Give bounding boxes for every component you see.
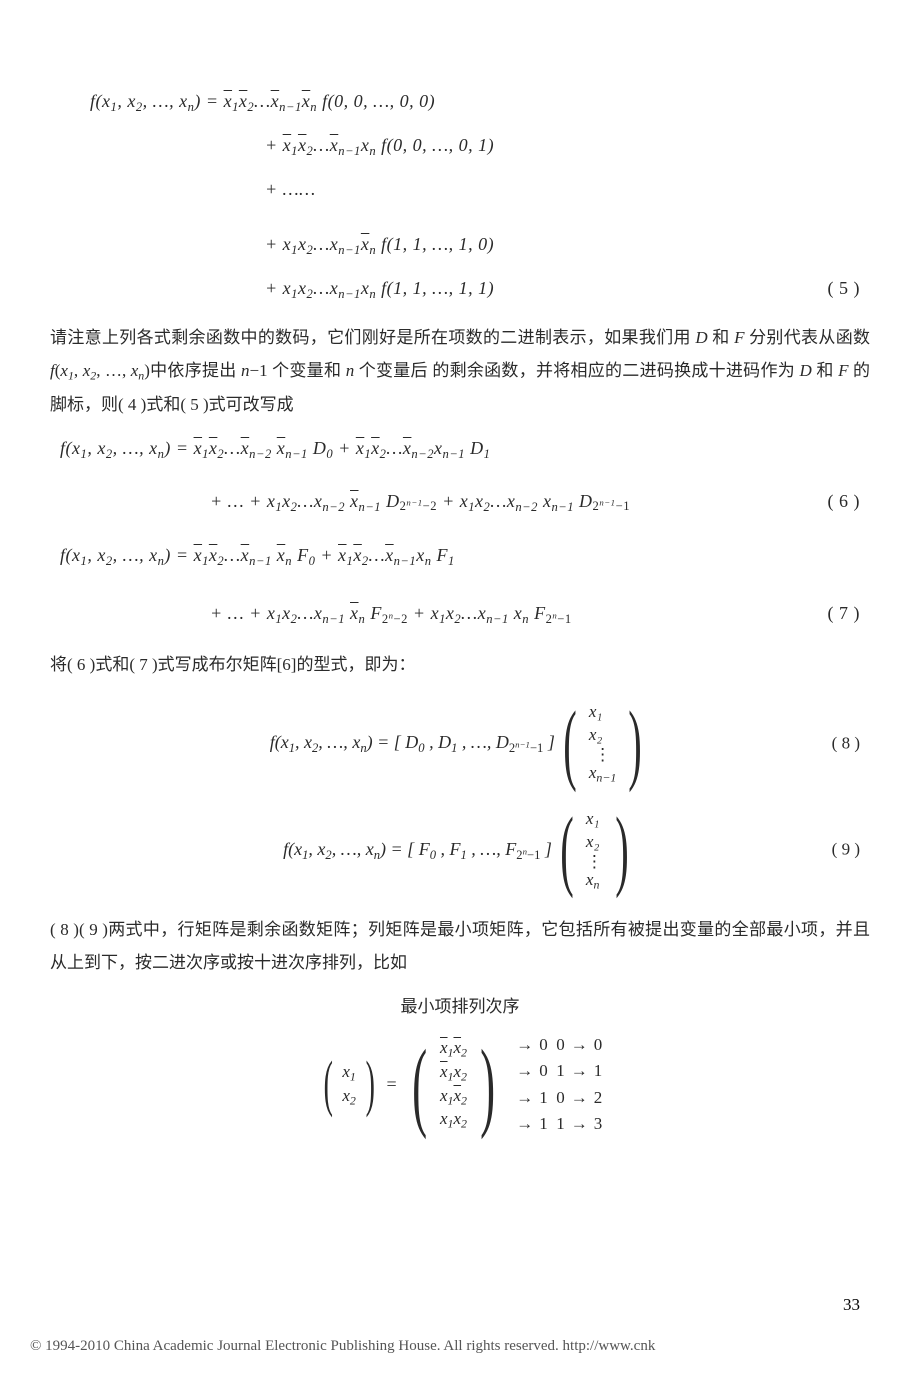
order-row-1: →0 1→1 [510, 1058, 602, 1084]
eq5-line-1: f(x1, x2, …, xn) = x1x2…xn−1xn f(0, 0, …… [50, 86, 870, 118]
order-dec-2: 2 [594, 1088, 603, 1107]
order-lhs-2: x2 [342, 1085, 356, 1109]
eq6-number: ( 6 ) [828, 486, 861, 517]
order-term-3: x1x2 [440, 1108, 467, 1132]
eq7-number: ( 7 ) [828, 598, 861, 629]
order-term-2: x1x2 [440, 1085, 467, 1109]
minterm-order-example: ( x1 x2 ) = ( x1x2 x1x2 x1x2 x1x2 ) →0 0… [50, 1032, 870, 1137]
order-rhs-vector: ( x1x2 x1x2 x1x2 x1x2 ) [403, 1035, 505, 1134]
equation-7: f(x1, x2, …, xn) = x1x2…xn−1 xn F0 + x1x… [50, 540, 870, 630]
eq6-line-1: f(x1, x2, …, xn) = x1x2…xn−2 xn−1 D0 + x… [50, 433, 870, 465]
eq8-vec-dots: ⋮ [589, 747, 616, 762]
order-row-0: →0 0→0 [510, 1032, 602, 1058]
equation-8: f(x1, x2, …, xn) = [ D0 , D1 , …, D2n−1−… [50, 699, 870, 788]
eq9-lhs: f(x1, x2, …, xn) = [ F0 , F1 , …, F2n−1 … [283, 834, 552, 866]
eq8-vec-1: x₁ [589, 701, 616, 724]
eq8-number: ( 8 ) [832, 729, 860, 758]
eq8-vec-4: xn−1 [589, 762, 616, 786]
equation-9: f(x1, x2, …, xn) = [ F0 , F1 , …, F2n−1 … [50, 806, 870, 895]
order-dec-3: 3 [594, 1114, 603, 1133]
eq8-vec-2: x₂ [589, 724, 616, 747]
eq9-vec-dots: ⋮ [586, 854, 603, 869]
eq8-lhs: f(x1, x2, …, xn) = [ D0 , D1 , …, D2n−1−… [270, 727, 555, 759]
eq5-line-3: + …… [50, 174, 870, 205]
equation-5: f(x1, x2, …, xn) = x1x2…xn−1xn f(0, 0, …… [50, 86, 870, 305]
eq9-vec-4: xn [586, 869, 603, 893]
eq9-number: ( 9 ) [832, 836, 860, 865]
order-mapping: →0 0→0 →0 1→1 →1 0→2 →1 1→3 [510, 1032, 602, 1137]
paragraph-1: 请注意上列各式剩余函数中的数码，它们刚好是所在项数的二进制表示，如果我们用 D … [50, 321, 870, 421]
minterm-order-heading: 最小项排列次序 [50, 993, 870, 1022]
eq5-line-5: + x1x2…xn−1xn f(1, 1, …, 1, 1) ( 5 ) [50, 273, 870, 305]
eq6-line-2: + … + x1x2…xn−2 xn−1 D2n−1−2 + x1x2…xn−2… [50, 486, 870, 518]
order-dec-1: 1 [594, 1061, 603, 1080]
eq9-column-vector: ( x₁ x₂ ⋮ xn ) [552, 806, 637, 895]
order-dec-0: 0 [594, 1035, 603, 1054]
eq5-line-4: + x1x2…xn−1xn f(1, 1, …, 1, 0) [50, 229, 870, 261]
paragraph-3: ( 8 )( 9 )两式中，行矩阵是剩余函数矩阵；列矩阵是最小项矩阵，它包括所有… [50, 913, 870, 979]
order-row-3: →1 1→3 [510, 1111, 602, 1137]
paragraph-2: 将( 6 )式和( 7 )式写成布尔矩阵[6]的型式，即为： [50, 648, 870, 681]
order-lhs-1: x1 [342, 1061, 356, 1085]
eq9-vec-1: x₁ [586, 808, 603, 831]
copyright-footer: © 1994-2010 China Academic Journal Elect… [30, 1338, 920, 1355]
eq7-line-1: f(x1, x2, …, xn) = x1x2…xn−1 xn F0 + x1x… [50, 540, 870, 572]
eq5-line-2: + x1x2…xn−1xn f(0, 0, …, 0, 1) [50, 130, 870, 162]
eq8-column-vector: ( x₁ x₂ ⋮ xn−1 ) [555, 699, 650, 788]
eq5-number: ( 5 ) [828, 273, 861, 304]
order-lhs-vector: ( x1 x2 ) [318, 1059, 381, 1110]
eq7-line-2: + … + x1x2…xn−1 xn F2n−2 + x1x2…xn−1 xn … [50, 598, 870, 630]
eq9-vec-2: x₂ [586, 831, 603, 854]
equation-6: f(x1, x2, …, xn) = x1x2…xn−2 xn−1 D0 + x… [50, 433, 870, 517]
order-term-1: x1x2 [440, 1061, 467, 1085]
order-term-0: x1x2 [440, 1037, 467, 1061]
page-number: 33 [843, 1295, 860, 1315]
order-row-2: →1 0→2 [510, 1085, 602, 1111]
page-content: f(x1, x2, …, xn) = x1x2…xn−1xn f(0, 0, …… [0, 0, 920, 1195]
